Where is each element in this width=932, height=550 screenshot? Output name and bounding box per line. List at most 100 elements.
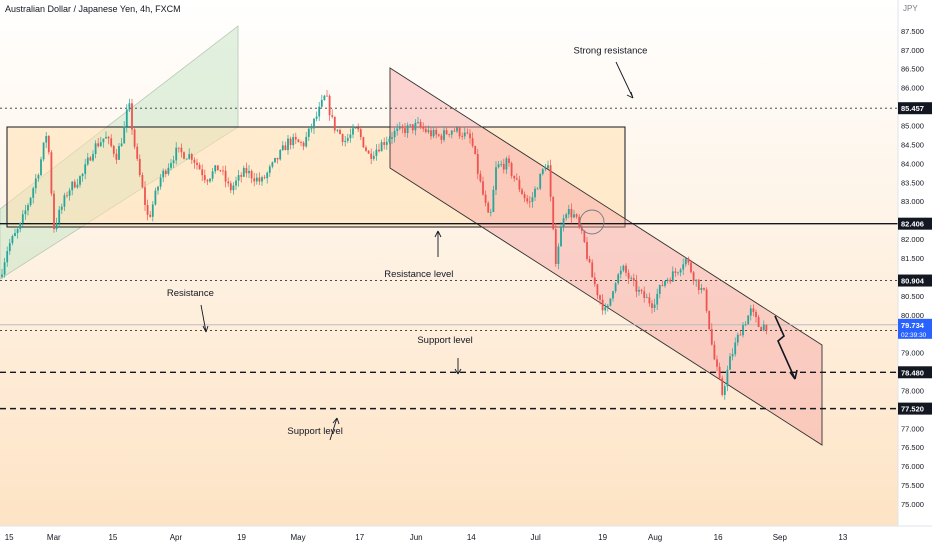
candle-body	[674, 271, 677, 273]
price-labels: 85.45782.40680.90479.58278.48077.52079.7…	[898, 102, 932, 415]
candle-body	[697, 279, 700, 290]
candle-body	[302, 142, 305, 147]
price-tick-75.500: 75.500	[901, 481, 924, 490]
candle-body	[718, 366, 721, 379]
candle-body	[224, 170, 227, 182]
candle-body	[604, 307, 607, 311]
candle-body	[492, 189, 495, 212]
candle-body	[534, 188, 536, 198]
candle-body	[115, 153, 118, 160]
candle-body	[614, 283, 617, 292]
candle-body	[110, 138, 113, 147]
candle-body	[484, 194, 487, 203]
candle-body	[612, 291, 614, 299]
candle-body	[669, 279, 672, 282]
candle-body	[565, 214, 568, 219]
annotation-label-4[interactable]: Support level	[287, 426, 342, 437]
candle-body	[440, 135, 443, 140]
arrow-resistance-level[interactable]	[434, 230, 442, 257]
price-tick-80.500: 80.500	[901, 292, 924, 301]
consolidation-range-box[interactable]	[6, 126, 626, 228]
candle-body	[201, 169, 204, 176]
candle-body	[146, 204, 149, 215]
candle-body	[315, 116, 318, 119]
candle-body	[651, 303, 653, 308]
candle-body	[19, 222, 22, 230]
candle-body	[378, 149, 380, 152]
candle-body	[419, 121, 422, 127]
horizontal-levels[interactable]	[0, 107, 898, 410]
highlight-circle[interactable]	[579, 209, 605, 235]
level-label-bg-82.406	[898, 217, 932, 230]
annotation-label-1[interactable]: Resistance level	[384, 269, 453, 280]
candle-body	[666, 279, 669, 282]
candle-body	[214, 165, 217, 172]
candle-body	[404, 128, 406, 134]
annotation-label-0[interactable]: Strong resistance	[574, 46, 648, 57]
candle-body	[573, 214, 575, 218]
candle-body	[341, 134, 344, 143]
candle-body	[430, 130, 432, 137]
arrow-strong-resistance[interactable]	[615, 61, 634, 99]
last-price-label: 79.734	[901, 321, 925, 330]
candle-body	[762, 324, 765, 331]
candle-body	[185, 158, 188, 160]
annotation-label-3[interactable]: Support level	[417, 335, 472, 346]
candle-body	[684, 258, 687, 265]
candle-body	[721, 378, 724, 395]
level-label-82.406: 82.406	[901, 220, 924, 229]
candle-body	[409, 124, 412, 126]
candle-body	[107, 136, 110, 139]
candle-body	[157, 186, 159, 191]
candle-body	[63, 195, 66, 207]
candle-body	[261, 177, 263, 182]
price-tick-81.500: 81.500	[901, 254, 924, 263]
time-axis[interactable]: 15 Mar 15 Apr 19 May 17 Jun 14 Jul 19 Aug 16 Sep 13	[0, 525, 932, 550]
candle-body	[765, 324, 768, 331]
price-tick-82.000: 82.000	[901, 235, 924, 244]
level-label-bg-77.520	[898, 402, 932, 415]
candle-body	[450, 130, 453, 135]
candle-body	[245, 167, 248, 174]
symbol-title[interactable]: Australian Dollar / Japanese Yen, 4h, FX…	[5, 4, 181, 14]
candle-body	[333, 116, 336, 131]
arrow-support-level-2[interactable]	[329, 417, 340, 441]
projection-path[interactable]	[774, 315, 796, 380]
candle-body	[560, 226, 562, 247]
candle-body	[287, 138, 289, 151]
candle-body	[198, 164, 201, 170]
candle-body	[125, 109, 128, 127]
annotations[interactable]: Strong resistance Resistance level Resista…	[167, 46, 798, 441]
candle-body	[502, 163, 505, 170]
level-label-80.904: 80.904	[901, 277, 925, 286]
candle-body	[32, 188, 35, 198]
candle-body	[305, 136, 308, 147]
time-tick-7: Jun	[410, 533, 423, 542]
candle-body	[601, 299, 604, 311]
candle-body	[206, 180, 209, 182]
candle-body	[86, 157, 89, 165]
candle-body	[170, 163, 172, 168]
price-axis[interactable]: 87.50087.00086.50086.00085.50085.00084.5…	[897, 0, 932, 526]
time-axis-background	[0, 526, 932, 550]
price-tick-86.000: 86.000	[901, 84, 924, 93]
candle-body	[164, 170, 167, 175]
time-tick-6: 17	[355, 533, 364, 542]
candle-body	[682, 264, 685, 270]
candle-body	[258, 177, 261, 182]
arrow-resistance[interactable]	[200, 304, 209, 333]
candle-body	[653, 304, 656, 308]
annotation-label-2[interactable]: Resistance	[167, 288, 214, 299]
candle-body	[172, 160, 175, 164]
candle-body	[151, 204, 154, 217]
candle-body	[92, 154, 94, 161]
projection-arrowhead[interactable]	[789, 369, 798, 380]
time-tick-10: 19	[598, 533, 607, 542]
candle-body	[510, 162, 513, 176]
candle-body	[453, 130, 456, 132]
candle-body	[128, 103, 131, 110]
time-tick-1: Mar	[47, 533, 61, 542]
arrow-support-level-1[interactable]	[454, 358, 462, 375]
